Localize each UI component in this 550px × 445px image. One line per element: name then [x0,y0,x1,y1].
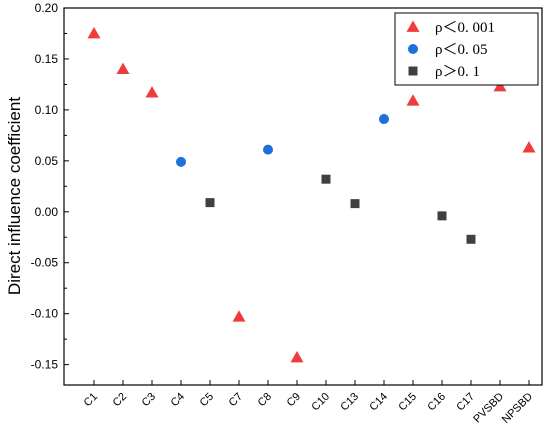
data-point [350,199,360,209]
y-axis-label: Direct influence coefficient [5,97,24,295]
x-tick-label: C4 [169,391,187,409]
x-tick-label: C5 [198,391,216,409]
data-point [87,26,101,39]
x-axis: C1 C2 C3 C4 C5 C7 C8 C9 C10 C13 C14 C15 C16 C17PVSBDN… [82,380,535,426]
data-point [466,234,476,244]
legend-label: ρ＜0. 05 [435,42,488,58]
y-tick-label: 0.10 [35,103,59,117]
data-point [493,79,507,92]
data-point [232,310,246,322]
data-point [145,86,159,98]
x-tick-label: C16 [425,391,448,414]
data-point [290,350,304,363]
plot-frame [63,7,543,386]
data-point [379,114,389,125]
x-tick-label: C1 [82,391,100,409]
legend-label: ρ＜0. 001 [435,20,495,36]
y-tick-label: 0.15 [35,52,59,66]
data-point [437,211,447,221]
data-point [321,174,331,184]
y-tick-label: 0.00 [35,205,59,219]
x-tick-label: C10 [309,391,332,414]
x-tick-label: C13 [338,391,361,414]
data-point [263,144,273,155]
x-tick-label: C15 [396,391,419,414]
data-point [176,156,186,167]
y-axis: -0.15 -0.10 -0.05 0.00 0.05 0.10 0.15 0.20 [31,1,69,372]
legend-label: ρ＞0. 1 [435,64,480,80]
x-tick-label: C17 [454,391,477,414]
data-point [522,141,536,153]
y-tick-label: 0.05 [35,154,59,168]
x-tick-label: C2 [111,391,129,409]
data-point [406,94,420,106]
data-points [87,26,536,363]
legend-marker [408,44,418,54]
data-point [116,62,130,75]
x-tick-label: C3 [140,391,158,409]
y-tick-label: -0.05 [31,256,59,270]
legend-box [394,12,539,86]
data-point [205,198,215,208]
x-tick-label: C9 [285,391,303,409]
y-tick-label: 0.20 [35,1,59,15]
x-tick-label: C8 [256,391,274,409]
x-tick-label: C7 [227,391,245,409]
legend: ρ＜0. 001 ρ＜0. 05 ρ＞0. 1 [394,12,539,86]
legend-marker [406,20,420,32]
x-tick-label: PVSBD [471,391,506,426]
x-tick-label: C14 [367,391,390,414]
x-tick-label: NPSBD [500,391,535,426]
y-tick-label: -0.10 [31,307,59,321]
y-tick-label: -0.15 [31,358,59,372]
legend-marker [408,66,418,76]
